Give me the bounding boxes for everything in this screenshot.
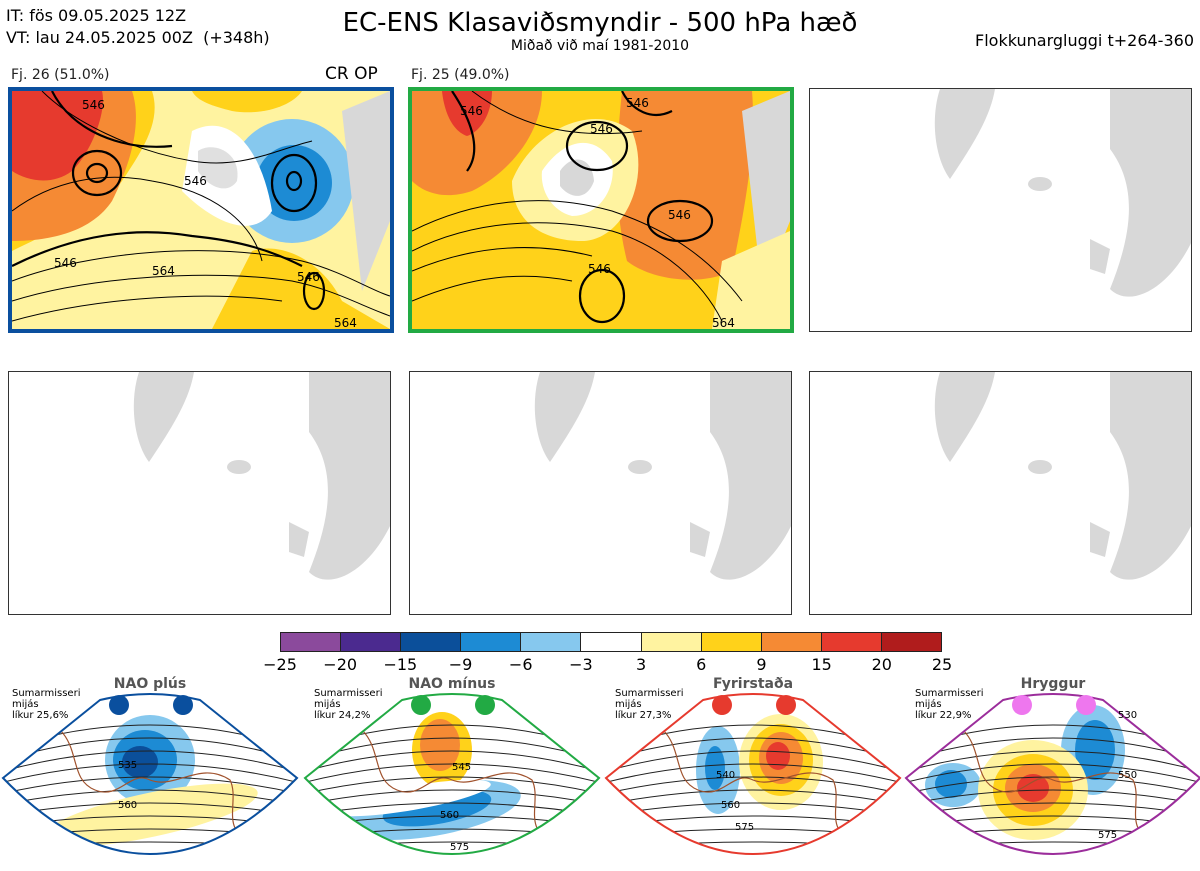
- regime-title: NAO plús: [113, 676, 187, 692]
- page-title: EC-ENS Klasaviðsmyndir - 500 hPa hæð: [342, 8, 858, 38]
- regime-note-line: mijás: [314, 699, 341, 710]
- regime-note-line: Sumarmisseri: [314, 688, 383, 699]
- empty-map-3: [809, 88, 1192, 332]
- colorbar-swatch: [821, 633, 882, 651]
- regime-contour-label: 575: [735, 822, 754, 833]
- regime-note-line: Sumarmisseri: [915, 688, 984, 699]
- regime-contour-label: 560: [440, 810, 459, 821]
- valid-time: VT: lau 24.05.2025 00Z (+348h): [6, 28, 270, 47]
- colorbar-swatch: [521, 633, 582, 651]
- colorbar-tick-label: −3: [569, 655, 593, 674]
- regime-title: Fyrirstaða: [712, 676, 794, 692]
- cluster-1-contour-label: 564: [334, 316, 357, 329]
- regime-marker-icon: [776, 695, 796, 715]
- regime-contour-label: 540: [716, 770, 735, 781]
- colorbar-tick-label: −15: [383, 655, 418, 674]
- colorbar-tick-label: 3: [635, 655, 647, 674]
- cluster-2-contour-label: 546: [626, 96, 649, 110]
- empty-map-5: [409, 371, 792, 615]
- regime-map: 535 560: [1, 693, 299, 855]
- regime-contour-label: 575: [1098, 830, 1117, 841]
- regime-marker-icon: [712, 695, 732, 715]
- cluster-map-1: 546 546 564 546 546 564: [8, 87, 394, 333]
- empty-map-6: [809, 371, 1192, 615]
- colorbar-swatch: [761, 633, 822, 651]
- regime-note-line: líkur 27,3%: [615, 710, 672, 721]
- cluster-1-contour-label: 546: [184, 174, 207, 188]
- colorbar-tick-label: −6: [508, 655, 533, 674]
- regime-contour-label: 535: [118, 760, 137, 771]
- colorbar-swatch: [641, 633, 702, 651]
- cluster-2-contour-label: 546: [668, 208, 691, 222]
- cluster-1-contour-label: 546: [297, 270, 320, 284]
- regime-marker-icon: [173, 695, 193, 715]
- cluster-1-contour-label: 546: [54, 256, 77, 270]
- regime-map: 540 560 575: [604, 693, 902, 855]
- regime-contour-label: 545: [452, 762, 471, 773]
- regime-title: NAO mínus: [408, 676, 496, 692]
- colorbar-swatch: [881, 633, 942, 651]
- regime-marker-icon: [475, 695, 495, 715]
- clustering-window: Flokkunargluggi t+264-360: [975, 31, 1194, 50]
- colorbar-swatch: [581, 633, 642, 651]
- regime-marker-icon: [109, 695, 129, 715]
- issue-time: IT: fös 09.05.2025 12Z: [6, 6, 187, 25]
- colorbar-tick-label: −25: [263, 655, 297, 674]
- colorbar-tick-label: 6: [696, 655, 707, 674]
- regime-note-line: mijás: [915, 699, 942, 710]
- colorbar-tick-label: 20: [871, 655, 892, 674]
- cluster-map-2-svg: 546 546 546 546 546 564: [412, 91, 790, 329]
- cluster-1-label: Fj. 26 (51.0%): [11, 67, 110, 83]
- regime-note-line: Sumarmisseri: [615, 688, 684, 699]
- colorbar-tick-label: 25: [931, 655, 953, 674]
- regime-note: Sumarmisseri mijás líkur 25,6%: [12, 688, 80, 721]
- colorbar-ticks: −25 −20 −15 −9 −6 −3 3 6 9 15 20 25: [263, 655, 952, 677]
- regime-contour-label: 560: [118, 800, 137, 811]
- colorbar-swatch: [281, 633, 342, 651]
- cluster-2-contour-label: 564: [712, 316, 735, 329]
- colorbar-swatch: [341, 633, 402, 651]
- cluster-2-contour-label: 546: [590, 122, 613, 136]
- regime-note: Sumarmisseri mijás líkur 24,2%: [314, 688, 382, 721]
- colorbar-tick-label: −20: [323, 655, 358, 674]
- colorbar-tick-label: 15: [811, 655, 832, 674]
- regime-contour-label: 575: [450, 842, 469, 853]
- cluster-map-1-svg: 546 546 564 546 546 564: [12, 91, 390, 329]
- regime-note-line: líkur 25,6%: [12, 710, 69, 721]
- regime-contour-label: 560: [721, 800, 740, 811]
- colorbar-swatch: [401, 633, 462, 651]
- cluster-1-tag: CR OP: [325, 64, 378, 84]
- regime-title: Hryggur: [1020, 676, 1086, 692]
- regime-note-line: mijás: [615, 699, 642, 710]
- cluster-1-contour-label: 546: [82, 98, 105, 112]
- regime-note-line: líkur 24,2%: [314, 710, 371, 721]
- regime-note-line: mijás: [12, 699, 39, 710]
- cluster-map-2: 546 546 546 546 546 564: [408, 87, 794, 333]
- regime-map: 545 560 575: [303, 693, 601, 855]
- regime-contour-label: 530: [1118, 710, 1137, 721]
- colorbar-tick-label: 9: [756, 655, 767, 674]
- regime-note: Sumarmisseri mijás líkur 27,3%: [615, 688, 683, 721]
- regime-marker-icon: [1012, 695, 1032, 715]
- regime-marker-icon: [1076, 695, 1096, 715]
- page-subtitle: Miðað við maí 1981-2010: [510, 38, 690, 54]
- cluster-1-contour-label: 564: [152, 264, 175, 278]
- regime-contour-label: 550: [1118, 770, 1137, 781]
- regime-note: Sumarmisseri mijás líkur 22,9%: [915, 688, 983, 721]
- regime-marker-icon: [411, 695, 431, 715]
- regime-note-line: Sumarmisseri: [12, 688, 81, 699]
- regime-note-line: líkur 22,9%: [915, 710, 972, 721]
- regime-map: 530 550 575: [904, 693, 1200, 855]
- cluster-2-label: Fj. 25 (49.0%): [411, 67, 510, 83]
- cluster-2-contour-label: 546: [460, 104, 483, 118]
- colorbar-swatch: [701, 633, 762, 651]
- colorbar: [280, 632, 942, 652]
- colorbar-tick-label: −9: [448, 655, 473, 674]
- colorbar-swatch: [461, 633, 522, 651]
- cluster-2-contour-label: 546: [588, 262, 611, 276]
- empty-map-4: [8, 371, 391, 615]
